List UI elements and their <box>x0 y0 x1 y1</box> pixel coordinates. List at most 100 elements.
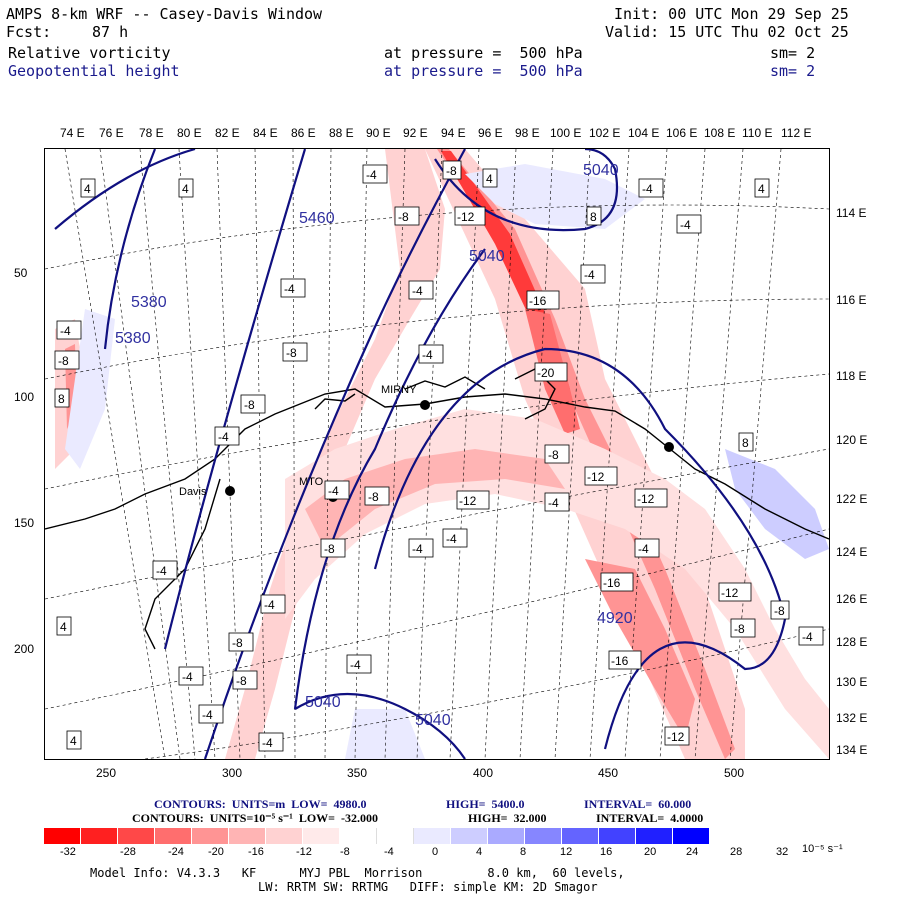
vorticity-band-pos <box>345 709 425 759</box>
svg-text:-8: -8 <box>232 636 243 650</box>
colorbar-swatch <box>673 828 710 844</box>
lon-label-top: 84 E <box>253 126 278 140</box>
colorbar-units: 10⁻⁵ s⁻¹ <box>802 843 843 855</box>
colorbar-swatch <box>488 828 525 844</box>
svg-text:-4: -4 <box>584 268 595 282</box>
colorbar-swatch <box>81 828 118 844</box>
colorbar-swatch <box>525 828 562 844</box>
height-contour-interval: INTERVAL= 60.000 <box>584 797 692 811</box>
vort-label-box: -4 <box>198 704 224 724</box>
height-label: 4920 <box>597 610 633 627</box>
y-tick-label: 200 <box>14 642 35 656</box>
height-labels: 5040 5460 5040 5380 5380 5040 5040 4920 <box>115 162 633 729</box>
svg-text:-8: -8 <box>368 490 379 504</box>
colorbar-swatch <box>599 828 636 844</box>
lon-label-top: 110 E <box>742 126 773 140</box>
x-tick-label: 500 <box>724 766 745 780</box>
vorticity-band-pos <box>65 309 115 469</box>
colorbar-tick: 8 <box>520 846 527 858</box>
height-contour <box>294 693 466 759</box>
svg-text:-4: -4 <box>548 496 559 510</box>
lon-label-top: 88 E <box>329 126 354 140</box>
vort-label-box: -4 <box>324 480 350 500</box>
svg-text:-16: -16 <box>603 576 621 590</box>
x-tick-label: 250 <box>96 766 117 780</box>
vort-label-box: -8 <box>320 538 346 558</box>
height-contour-high: HIGH= 5400.0 <box>446 797 525 811</box>
colorbar-tick: 12 <box>560 846 573 858</box>
vorticity-band-neg <box>305 449 565 549</box>
map-plot-area: MIRNY Davis MTO 5040 5460 5040 5380 5380… <box>44 148 830 760</box>
x-tick-label: 350 <box>347 766 368 780</box>
lon-label-top: 100 E <box>550 126 582 140</box>
svg-text:-4: -4 <box>156 564 167 578</box>
colorbar-tick: -8 <box>340 846 350 858</box>
lon-label-top: 80 E <box>177 126 202 140</box>
lon-label-top: 92 E <box>403 126 428 140</box>
svg-text:-8: -8 <box>236 674 247 688</box>
svg-text:4: 4 <box>486 172 493 186</box>
field2-name: Geopotential height <box>8 62 180 80</box>
lon-label-top: 96 E <box>478 126 503 140</box>
vort-label-box: -8 <box>364 486 390 506</box>
height-label: 5380 <box>115 330 151 347</box>
lon-label-top: 108 E <box>704 126 736 140</box>
station-marker <box>225 486 235 496</box>
height-contour <box>163 149 307 650</box>
vort-label-box: -8 <box>770 600 790 620</box>
vort-label-box: -4 <box>56 320 82 340</box>
lon-label-top: 94 E <box>441 126 466 140</box>
vort-label-box: -4 <box>638 178 664 198</box>
colorbar-tick: 16 <box>600 846 613 858</box>
svg-text:-12: -12 <box>587 470 605 484</box>
vort-label-box: 4 <box>66 730 82 750</box>
colorbar-swatch <box>414 828 451 844</box>
lon-label-top: 78 E <box>139 126 164 140</box>
colorbar-swatch <box>155 828 192 844</box>
vort-label-box: -8 <box>442 160 462 180</box>
vort-label-box: -4 <box>798 626 824 646</box>
height-contour <box>293 248 486 710</box>
svg-text:8: 8 <box>742 436 749 450</box>
lon-label-top: 106 E <box>666 126 698 140</box>
svg-text:-4: -4 <box>262 736 273 750</box>
colorbar-swatch <box>377 828 414 844</box>
station-marker <box>664 442 674 452</box>
vort-label-box: -16 <box>608 650 642 670</box>
lon-label-top: 86 E <box>291 126 316 140</box>
height-label: 5040 <box>415 712 451 729</box>
vort-label-box: -12 <box>664 726 690 746</box>
svg-text:-8: -8 <box>548 448 559 462</box>
lon-label-top: 98 E <box>515 126 540 140</box>
lon-label-right: 128 E <box>836 635 868 649</box>
vorticity-band-neg <box>285 409 829 759</box>
svg-text:-20: -20 <box>537 366 555 380</box>
lon-label-right: 126 E <box>836 592 868 606</box>
vort-label-box: -4 <box>280 278 306 298</box>
vort-contour-high: HIGH= 32.000 <box>468 811 547 825</box>
vort-label-box: 4 <box>56 616 72 636</box>
station-marker <box>420 400 430 410</box>
svg-text:-16: -16 <box>611 654 629 668</box>
colorbar-tick: 24 <box>686 846 699 858</box>
forecast-label: Fcst: <box>6 23 52 41</box>
svg-text:-8: -8 <box>446 164 457 178</box>
height-contour <box>373 347 787 750</box>
vort-label-box: -8 <box>282 342 308 362</box>
station-label: MIRNY <box>381 384 417 396</box>
field2-level: at pressure = 500 hPa <box>384 62 583 80</box>
vort-label-box: -8 <box>54 350 80 370</box>
svg-text:-8: -8 <box>324 542 335 556</box>
colorbar-tick: -28 <box>120 846 136 858</box>
vorticity-band-pos <box>725 449 829 559</box>
colorbar-tick: 0 <box>432 846 439 858</box>
colorbar-swatch <box>44 828 81 844</box>
x-tick-label: 400 <box>473 766 494 780</box>
colorbar-swatch <box>636 828 673 844</box>
vort-contour-interval: INTERVAL= 4.0000 <box>596 811 704 825</box>
svg-text:4: 4 <box>70 734 77 748</box>
lon-label-top: 82 E <box>215 126 240 140</box>
colorbar-swatch <box>192 828 229 844</box>
x-tick-label: 450 <box>598 766 619 780</box>
lon-label-right: 116 E <box>836 293 867 307</box>
